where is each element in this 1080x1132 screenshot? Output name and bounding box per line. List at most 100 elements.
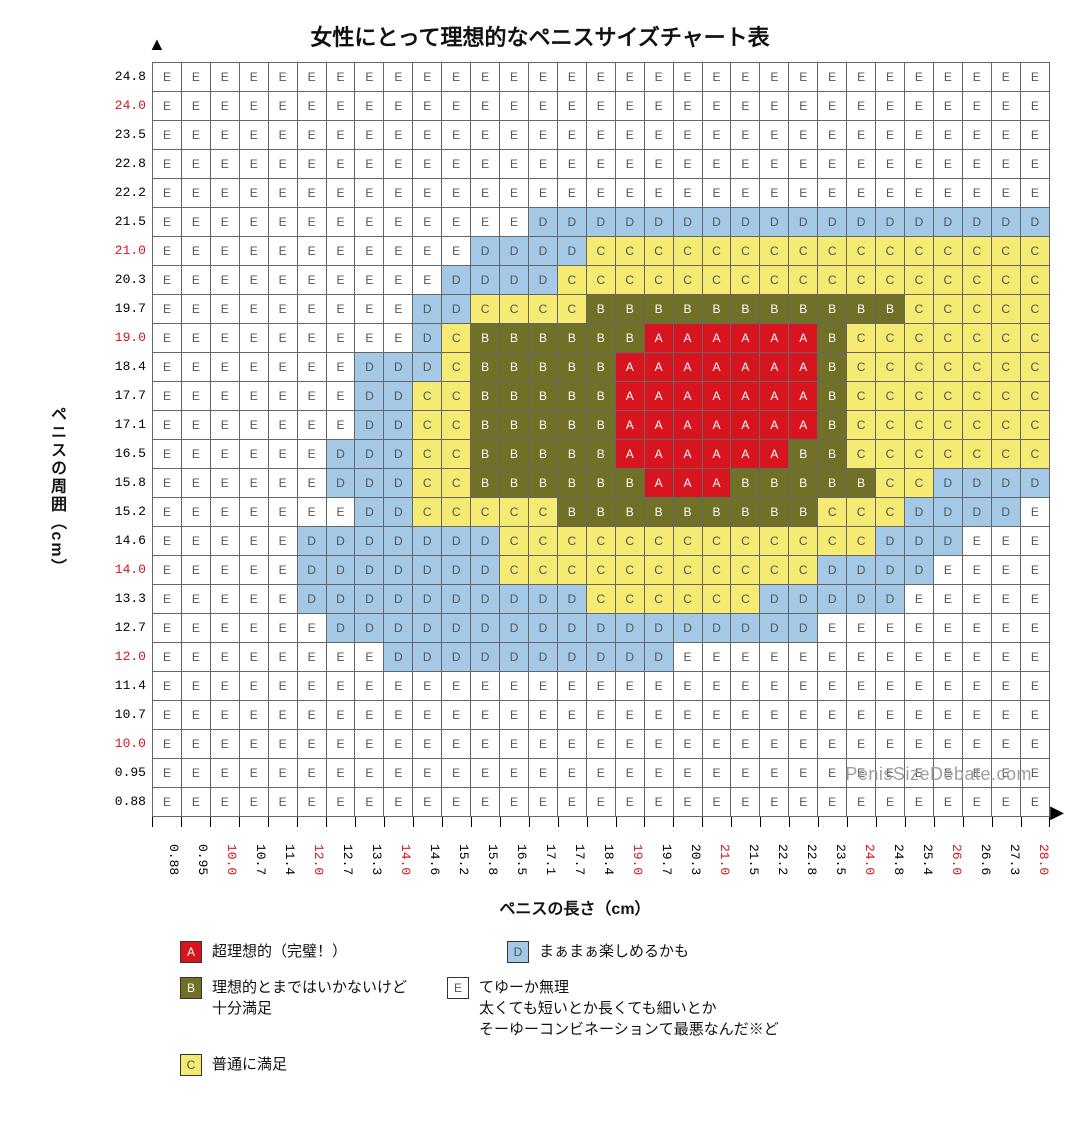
heatmap-cell: D	[326, 585, 355, 614]
heatmap-cell: B	[586, 295, 615, 324]
heatmap-cell: E	[153, 759, 182, 788]
heatmap-cell: D	[355, 382, 384, 411]
heatmap-cell: E	[962, 672, 991, 701]
heatmap-cell: E	[586, 730, 615, 759]
heatmap-cell: E	[384, 92, 413, 121]
heatmap-cell: B	[760, 295, 789, 324]
heatmap-cell: E	[615, 92, 644, 121]
heatmap-cell: C	[644, 266, 673, 295]
heatmap-cell: B	[471, 324, 500, 353]
heatmap-cell: E	[731, 179, 760, 208]
heatmap-cell: D	[586, 208, 615, 237]
heatmap-cell: E	[181, 701, 210, 730]
heatmap-cell: E	[702, 701, 731, 730]
heatmap-cell: E	[355, 788, 384, 817]
heatmap-cell: C	[876, 382, 905, 411]
heatmap-cell: C	[1020, 353, 1049, 382]
heatmap-cell: E	[991, 556, 1020, 585]
heatmap-cell: E	[702, 730, 731, 759]
heatmap-cell: A	[644, 324, 673, 353]
heatmap-cell: D	[384, 643, 413, 672]
heatmap-cell: C	[789, 266, 818, 295]
heatmap-cell: B	[528, 353, 557, 382]
heatmap-cell: E	[210, 121, 239, 150]
heatmap-cell: B	[557, 469, 586, 498]
heatmap-cell: A	[731, 411, 760, 440]
heatmap-cell: E	[210, 295, 239, 324]
heatmap-cell: E	[528, 121, 557, 150]
heatmap-cell: C	[702, 556, 731, 585]
heatmap-cell: E	[326, 759, 355, 788]
heatmap-cell: E	[384, 788, 413, 817]
heatmap-cell: E	[153, 63, 182, 92]
heatmap-cell: E	[268, 730, 297, 759]
heatmap-cell: E	[528, 672, 557, 701]
heatmap-cell: A	[731, 382, 760, 411]
heatmap-cell: E	[904, 614, 933, 643]
heatmap-cell: E	[153, 730, 182, 759]
heatmap-cell: C	[876, 440, 905, 469]
heatmap-cell: E	[181, 585, 210, 614]
heatmap-cell: E	[615, 759, 644, 788]
heatmap-cell: E	[1020, 730, 1049, 759]
heatmap-cell: A	[702, 353, 731, 382]
heatmap-cell: E	[500, 672, 529, 701]
heatmap-cell: C	[847, 382, 876, 411]
heatmap-cell: E	[876, 672, 905, 701]
heatmap-cell: B	[847, 469, 876, 498]
heatmap-cell: E	[153, 295, 182, 324]
y-tick: 20.3	[100, 265, 152, 294]
heatmap-cell: C	[991, 411, 1020, 440]
heatmap-cell: C	[876, 411, 905, 440]
heatmap-cell: B	[586, 324, 615, 353]
heatmap-cell: D	[557, 237, 586, 266]
heatmap-cell: C	[991, 324, 1020, 353]
heatmap-cell: E	[268, 788, 297, 817]
heatmap-cell: E	[181, 150, 210, 179]
heatmap-cell: E	[847, 63, 876, 92]
heatmap-cell: D	[500, 585, 529, 614]
heatmap-cell: D	[991, 208, 1020, 237]
heatmap-cell: D	[673, 614, 702, 643]
heatmap-cell: E	[239, 92, 268, 121]
heatmap-cell: E	[528, 788, 557, 817]
heatmap-cell: E	[557, 121, 586, 150]
heatmap-cell: E	[528, 730, 557, 759]
heatmap-cell: E	[1020, 614, 1049, 643]
heatmap-cell: E	[297, 701, 326, 730]
heatmap-cell: E	[500, 730, 529, 759]
x-tick: 19.0	[616, 827, 645, 887]
legend-swatch-e: E	[447, 977, 469, 999]
heatmap-cell: D	[904, 498, 933, 527]
heatmap-cell: E	[557, 672, 586, 701]
heatmap-cell: E	[239, 63, 268, 92]
heatmap-cell: E	[615, 63, 644, 92]
y-tick: 24.0	[100, 91, 152, 120]
heatmap-cell: D	[991, 469, 1020, 498]
heatmap-cell: E	[644, 672, 673, 701]
heatmap-cell: C	[904, 295, 933, 324]
heatmap-cell: D	[876, 527, 905, 556]
heatmap-cell: E	[297, 208, 326, 237]
heatmap-cell: E	[731, 672, 760, 701]
heatmap-cell: E	[442, 730, 471, 759]
heatmap-cell: E	[586, 63, 615, 92]
heatmap-cell: C	[644, 585, 673, 614]
heatmap-cell: E	[673, 150, 702, 179]
heatmap-cell: E	[239, 730, 268, 759]
heatmap-cell: E	[413, 730, 442, 759]
heatmap-cell: E	[991, 585, 1020, 614]
heatmap-cell: E	[297, 237, 326, 266]
heatmap-cell: C	[760, 237, 789, 266]
heatmap-cell: E	[297, 498, 326, 527]
heatmap-cell: E	[847, 701, 876, 730]
heatmap-cell: E	[760, 150, 789, 179]
heatmap-cell: D	[413, 614, 442, 643]
heatmap-cell: E	[991, 643, 1020, 672]
heatmap-grid: ▲ EEEEEEEEEEEEEEEEEEEEEEEEEEEEEEEEEEEEEE…	[152, 62, 1050, 817]
heatmap-cell: E	[586, 788, 615, 817]
heatmap-cell: E	[644, 150, 673, 179]
heatmap-cell: E	[731, 92, 760, 121]
heatmap-cell: E	[210, 585, 239, 614]
heatmap-cell: D	[442, 614, 471, 643]
